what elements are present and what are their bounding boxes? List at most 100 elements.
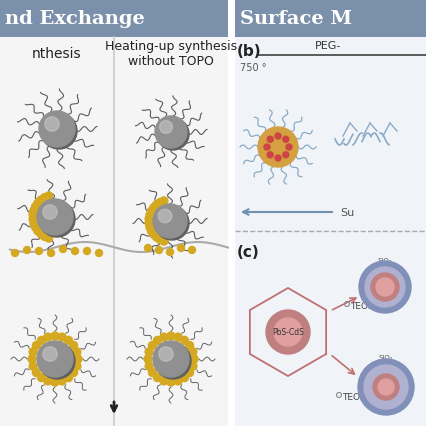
Text: Surface M: Surface M <box>239 10 351 28</box>
Text: (b): (b) <box>236 44 261 59</box>
Circle shape <box>265 310 309 354</box>
Circle shape <box>30 207 38 215</box>
Circle shape <box>159 377 167 385</box>
Circle shape <box>34 227 42 236</box>
Circle shape <box>156 199 164 207</box>
Circle shape <box>358 262 410 313</box>
Circle shape <box>155 247 162 254</box>
Circle shape <box>39 112 75 148</box>
Circle shape <box>370 273 398 301</box>
Circle shape <box>44 377 52 385</box>
Circle shape <box>159 333 167 341</box>
Circle shape <box>146 211 153 219</box>
Circle shape <box>153 374 161 382</box>
Circle shape <box>37 374 46 382</box>
Circle shape <box>357 359 413 415</box>
Circle shape <box>44 333 52 341</box>
Circle shape <box>51 378 59 386</box>
Circle shape <box>29 348 37 356</box>
Circle shape <box>153 341 189 377</box>
Circle shape <box>257 128 297 167</box>
Circle shape <box>29 362 37 370</box>
Circle shape <box>188 362 196 370</box>
Circle shape <box>58 333 66 341</box>
Circle shape <box>74 355 82 363</box>
Circle shape <box>167 378 175 386</box>
Circle shape <box>40 233 49 241</box>
Circle shape <box>150 231 157 239</box>
Circle shape <box>158 210 171 223</box>
Circle shape <box>28 355 36 363</box>
Circle shape <box>34 199 42 207</box>
Circle shape <box>144 355 152 363</box>
Circle shape <box>47 250 55 257</box>
Circle shape <box>43 205 57 220</box>
Circle shape <box>73 348 81 356</box>
Circle shape <box>37 337 46 345</box>
Circle shape <box>37 230 45 239</box>
Circle shape <box>190 355 198 363</box>
Circle shape <box>147 207 155 216</box>
Circle shape <box>180 337 188 345</box>
Circle shape <box>157 119 189 151</box>
Circle shape <box>145 362 153 370</box>
Circle shape <box>145 348 153 356</box>
Circle shape <box>153 234 160 242</box>
Circle shape <box>32 342 40 350</box>
Circle shape <box>377 379 393 395</box>
Circle shape <box>155 207 189 240</box>
Circle shape <box>267 137 273 143</box>
Circle shape <box>364 268 404 307</box>
Circle shape <box>69 342 78 350</box>
Text: nthesis: nthesis <box>32 47 82 61</box>
Bar <box>0 38 227 426</box>
Circle shape <box>23 247 30 254</box>
Circle shape <box>153 204 187 239</box>
Circle shape <box>32 203 40 211</box>
Circle shape <box>39 201 75 237</box>
Circle shape <box>40 194 49 202</box>
Circle shape <box>37 341 73 377</box>
Text: Heating-up synthesis
without TOPO: Heating-up synthesis without TOPO <box>105 40 236 68</box>
Circle shape <box>58 377 66 385</box>
Circle shape <box>144 245 151 252</box>
Circle shape <box>174 333 181 341</box>
Circle shape <box>44 193 52 201</box>
Circle shape <box>32 224 40 232</box>
Text: nd Exchange: nd Exchange <box>5 10 144 28</box>
Circle shape <box>44 234 52 242</box>
Circle shape <box>35 248 43 255</box>
Bar <box>227 0 234 426</box>
Circle shape <box>153 337 161 345</box>
Circle shape <box>150 204 157 212</box>
Circle shape <box>185 368 193 377</box>
Circle shape <box>41 114 77 150</box>
Circle shape <box>263 145 269 151</box>
Circle shape <box>73 362 81 370</box>
Circle shape <box>285 145 291 151</box>
Circle shape <box>159 197 167 205</box>
Text: Su: Su <box>339 207 354 218</box>
Circle shape <box>64 374 72 382</box>
Circle shape <box>274 155 280 161</box>
Text: 750 °: 750 ° <box>239 63 266 73</box>
Circle shape <box>282 153 288 158</box>
Circle shape <box>29 216 37 224</box>
Text: (c): (c) <box>236 245 259 259</box>
Circle shape <box>180 374 188 382</box>
Circle shape <box>174 377 181 385</box>
Circle shape <box>372 374 398 400</box>
Circle shape <box>148 342 156 350</box>
Circle shape <box>158 347 173 361</box>
Circle shape <box>51 332 59 340</box>
Circle shape <box>156 236 164 244</box>
Text: SiO₂: SiO₂ <box>377 257 391 263</box>
Circle shape <box>159 238 167 245</box>
Circle shape <box>363 365 407 409</box>
Circle shape <box>29 211 37 219</box>
Circle shape <box>147 227 155 235</box>
Circle shape <box>167 332 175 340</box>
Circle shape <box>45 118 59 132</box>
Circle shape <box>177 245 184 252</box>
Circle shape <box>159 121 172 134</box>
